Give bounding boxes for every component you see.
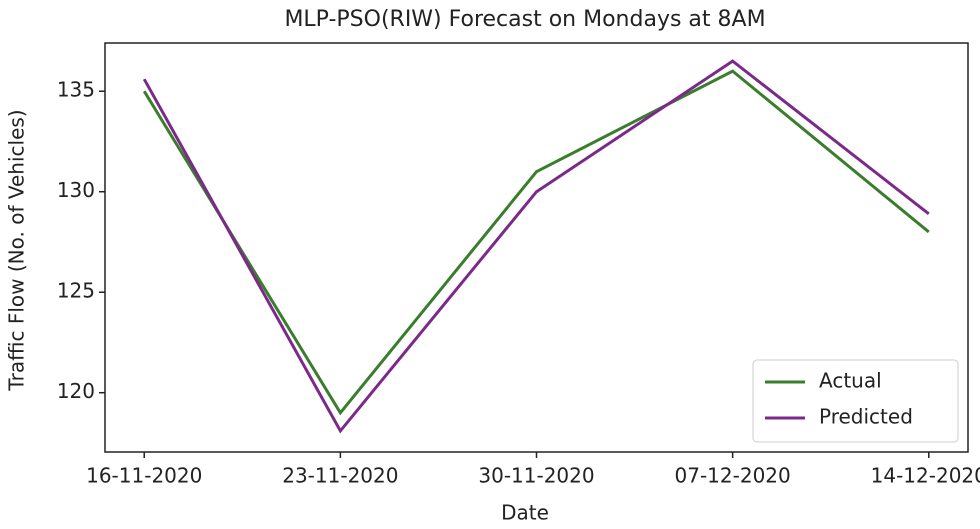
series-line — [142, 69, 930, 416]
legend-label: Predicted — [819, 405, 913, 429]
x-tick-label: 07-12-2020 — [675, 464, 791, 488]
y-tick-label: 125 — [57, 279, 95, 303]
series-line — [142, 59, 930, 434]
x-tick-label: 16-11-2020 — [86, 464, 202, 488]
chart-title: MLP-PSO(RIW) Forecast on Mondays at 8AM — [284, 7, 765, 32]
x-tick-label: 14-12-2020 — [871, 464, 980, 488]
legend-label: Actual — [819, 369, 882, 393]
x-tick-label: 30-11-2020 — [478, 464, 594, 488]
y-tick-label: 130 — [57, 178, 95, 202]
y-axis-label: Traffic Flow (No. of Vehicles) — [5, 109, 29, 391]
x-axis-label: Date — [501, 501, 549, 525]
y-tick-label: 135 — [57, 78, 95, 102]
x-tick-label: 23-11-2020 — [282, 464, 398, 488]
y-tick-label: 120 — [57, 379, 95, 403]
